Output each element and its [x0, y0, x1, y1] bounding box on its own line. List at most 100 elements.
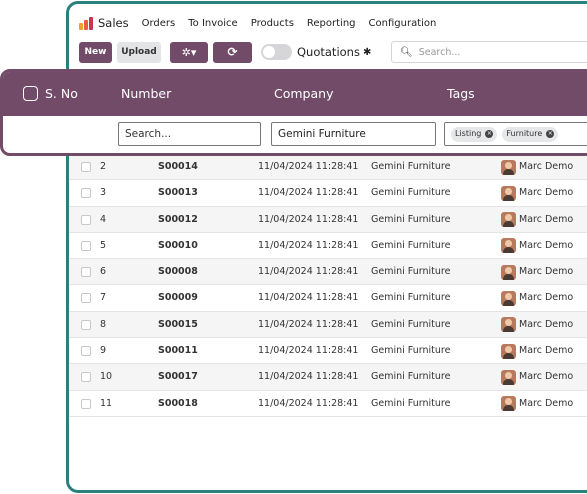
- row-company: Gemini Furniture: [371, 161, 451, 172]
- row-sno: 4: [100, 213, 107, 225]
- row-checkbox[interactable]: [81, 346, 91, 357]
- row-company: Gemini Furniture: [371, 371, 451, 383]
- salesperson-name: Marc Demo: [519, 397, 574, 409]
- salesperson-name: Marc Demo: [519, 187, 574, 199]
- sales-app-icon[interactable]: [79, 16, 93, 30]
- table-row[interactable]: 7 S00009 11/04/2024 11:28:41 Gemini Furnitu…: [69, 285, 587, 312]
- avatar: [501, 212, 516, 228]
- actions-gear-button[interactable]: ✲▾: [170, 41, 208, 63]
- company-filter-input[interactable]: Gemini Furniture: [271, 122, 436, 146]
- header-tags[interactable]: Tags: [447, 86, 475, 101]
- table-row[interactable]: 4 S00012 11/04/2024 11:28:41 Gemini Furnitu…: [69, 206, 587, 233]
- avatar: [501, 343, 516, 359]
- header-company[interactable]: Company: [274, 86, 334, 101]
- row-date: 11/04/2024 11:28:41: [258, 371, 359, 383]
- avatar: [501, 185, 516, 201]
- row-sno: 5: [100, 239, 107, 251]
- avatar: [501, 238, 516, 254]
- menu-products[interactable]: Products: [250, 17, 294, 29]
- table-header: S. No Number Company Tags: [3, 72, 587, 116]
- avatar: [501, 396, 516, 412]
- avatar: [501, 264, 516, 280]
- remove-tag-icon[interactable]: ×: [485, 130, 494, 138]
- top-navbar: Sales Orders To Invoice Products Reporti…: [79, 14, 436, 32]
- table-row[interactable]: 3 S00013 11/04/2024 11:28:41 Gemini Furnitu…: [69, 180, 587, 207]
- number-filter-input[interactable]: Search...: [118, 122, 261, 146]
- menu-orders[interactable]: Orders: [141, 17, 176, 29]
- row-sno: 6: [100, 266, 107, 278]
- row-checkbox[interactable]: [81, 214, 91, 225]
- breadcrumb: Quotations ✱: [297, 45, 371, 59]
- row-salesperson: Marc Demo: [501, 180, 573, 206]
- table-body: 2 S00014 11/04/2024 11:28:41 Gemini Furnitu…: [69, 154, 587, 417]
- avatar: [501, 317, 516, 333]
- row-number: S00015: [158, 318, 198, 330]
- row-checkbox[interactable]: [81, 398, 91, 409]
- search-input[interactable]: 🔍︎ Search...: [391, 41, 587, 63]
- row-salesperson: Marc Demo: [501, 207, 573, 233]
- salesperson-name: Marc Demo: [519, 266, 574, 278]
- row-sno: 8: [100, 318, 107, 330]
- row-date: 11/04/2024 11:28:41: [258, 213, 359, 225]
- row-company: Gemini Furniture: [371, 318, 451, 330]
- row-checkbox[interactable]: [81, 319, 91, 330]
- row-sno: 10: [100, 371, 113, 383]
- header-number[interactable]: Number: [121, 86, 172, 101]
- menu-to-invoice[interactable]: To Invoice: [188, 17, 238, 29]
- refresh-button[interactable]: ⟳: [213, 41, 252, 63]
- menu-configuration[interactable]: Configuration: [368, 17, 437, 29]
- salesperson-name: Marc Demo: [519, 239, 574, 251]
- header-sno[interactable]: S. No: [45, 86, 78, 101]
- new-button[interactable]: New: [79, 41, 112, 63]
- row-company: Gemini Furniture: [371, 397, 451, 409]
- avatar: [501, 290, 516, 306]
- tag-chip-furniture: Furniture ×: [502, 126, 559, 142]
- row-salesperson: Marc Demo: [501, 338, 573, 364]
- row-sno: 2: [100, 161, 107, 172]
- row-sno: 3: [100, 187, 107, 199]
- table-row[interactable]: 9 S00011 11/04/2024 11:28:41 Gemini Furnitu…: [69, 338, 587, 365]
- row-date: 11/04/2024 11:28:41: [258, 161, 359, 172]
- select-all-checkbox[interactable]: [23, 86, 38, 101]
- row-date: 11/04/2024 11:28:41: [258, 397, 359, 409]
- row-number: S00014: [158, 161, 198, 172]
- table-row[interactable]: 10 S00017 11/04/2024 11:28:41 Gemini Furnit…: [69, 364, 587, 391]
- row-checkbox[interactable]: [81, 267, 91, 278]
- tag-label: Furniture: [506, 129, 543, 138]
- search-placeholder: Search...: [418, 46, 461, 58]
- view-toggle[interactable]: [261, 44, 292, 60]
- gear-icon[interactable]: ✱: [362, 46, 372, 58]
- menu-reporting[interactable]: Reporting: [306, 17, 356, 29]
- salesperson-name: Marc Demo: [519, 345, 574, 357]
- row-salesperson: Marc Demo: [501, 233, 573, 259]
- row-number: S00013: [158, 187, 198, 199]
- search-icon: 🔍︎: [400, 46, 413, 58]
- avatar: [501, 159, 516, 175]
- table-row[interactable]: 11 S00018 11/04/2024 11:28:41 Gemini Furnit…: [69, 391, 587, 417]
- row-date: 11/04/2024 11:28:41: [258, 292, 359, 304]
- row-sno: 9: [100, 345, 107, 357]
- row-date: 11/04/2024 11:28:41: [258, 239, 359, 251]
- row-number: S00008: [158, 266, 198, 278]
- salesperson-name: Marc Demo: [519, 292, 574, 304]
- upload-button[interactable]: Upload: [117, 41, 161, 63]
- remove-tag-icon[interactable]: ×: [546, 130, 555, 138]
- table-row[interactable]: 6 S00008 11/04/2024 11:28:41 Gemini Furnitu…: [69, 259, 587, 286]
- row-checkbox[interactable]: [81, 293, 91, 304]
- app-name[interactable]: Sales: [98, 16, 129, 30]
- filter-row: Search... Gemini Furniture Listing × Fur…: [3, 116, 587, 153]
- row-salesperson: Marc Demo: [501, 364, 573, 390]
- row-company: Gemini Furniture: [371, 292, 451, 304]
- row-checkbox[interactable]: [81, 240, 91, 251]
- row-company: Gemini Furniture: [371, 345, 451, 357]
- salesperson-name: Marc Demo: [519, 213, 574, 225]
- table-row[interactable]: 5 S00010 11/04/2024 11:28:41 Gemini Furnitu…: [69, 233, 587, 260]
- table-row[interactable]: 2 S00014 11/04/2024 11:28:41 Gemini Furnitu…: [69, 154, 587, 181]
- row-company: Gemini Furniture: [371, 239, 451, 251]
- row-checkbox[interactable]: [81, 372, 91, 383]
- tags-filter-input[interactable]: Listing × Furniture ×: [444, 122, 587, 146]
- table-row[interactable]: 8 S00015 11/04/2024 11:28:41 Gemini Furnitu…: [69, 311, 587, 339]
- row-checkbox[interactable]: [81, 188, 91, 199]
- salesperson-name: Marc Demo: [519, 318, 574, 330]
- row-checkbox[interactable]: [81, 162, 91, 172]
